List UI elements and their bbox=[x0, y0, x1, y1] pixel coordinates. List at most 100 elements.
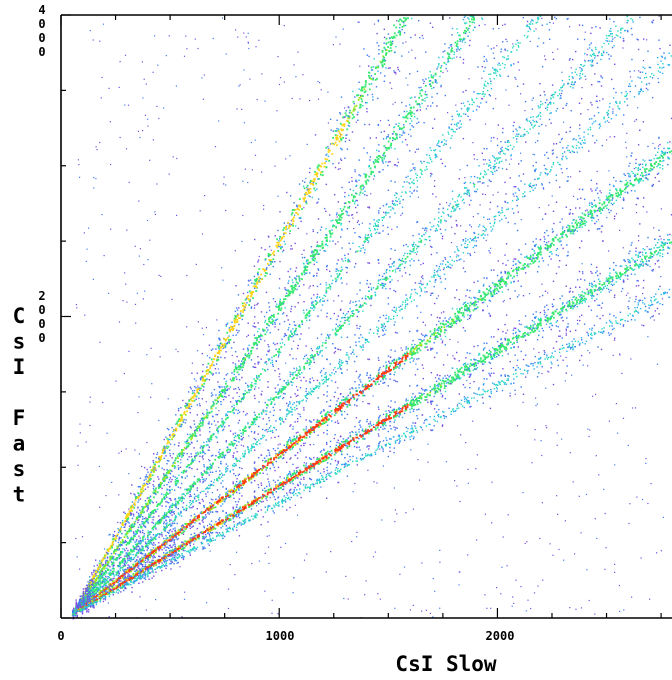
density-point bbox=[341, 300, 343, 302]
density-point bbox=[544, 55, 546, 57]
density-point bbox=[234, 440, 237, 442]
density-point bbox=[424, 100, 426, 102]
density-point bbox=[348, 201, 351, 204]
density-point bbox=[235, 367, 237, 370]
density-point bbox=[158, 478, 160, 480]
density-point bbox=[116, 535, 118, 537]
density-point bbox=[341, 186, 343, 189]
density-point bbox=[152, 484, 154, 486]
density-point bbox=[494, 68, 497, 70]
density-point bbox=[306, 187, 309, 190]
density-point bbox=[504, 23, 506, 26]
density-point bbox=[442, 268, 445, 271]
density-point bbox=[239, 310, 242, 312]
density-point bbox=[202, 364, 204, 366]
density-point bbox=[476, 539, 478, 541]
density-point bbox=[446, 52, 449, 55]
density-point bbox=[146, 476, 149, 478]
density-point bbox=[495, 70, 497, 72]
density-point bbox=[549, 38, 551, 40]
density-point bbox=[263, 268, 266, 271]
density-point bbox=[248, 304, 251, 306]
density-point bbox=[104, 560, 107, 562]
density-point bbox=[293, 64, 295, 66]
density-point bbox=[449, 44, 451, 46]
density-point bbox=[377, 70, 379, 72]
density-point bbox=[212, 348, 214, 350]
density-point bbox=[184, 591, 186, 593]
density-point bbox=[311, 304, 313, 307]
density-point bbox=[93, 569, 95, 571]
density-point bbox=[294, 306, 296, 308]
density-point bbox=[277, 444, 279, 446]
density-point bbox=[279, 260, 281, 263]
density-point bbox=[102, 401, 104, 404]
density-point bbox=[290, 331, 292, 333]
density-point bbox=[139, 524, 141, 526]
density-point bbox=[490, 82, 492, 85]
density-point bbox=[101, 558, 104, 561]
density-point bbox=[599, 100, 601, 102]
density-point bbox=[383, 153, 385, 155]
density-point bbox=[278, 350, 281, 353]
density-point bbox=[349, 109, 351, 112]
density-point bbox=[421, 173, 423, 176]
density-point bbox=[606, 37, 608, 39]
density-point bbox=[506, 50, 509, 52]
density-point bbox=[486, 82, 489, 84]
density-point bbox=[455, 45, 458, 47]
density-point bbox=[213, 420, 216, 422]
density-point bbox=[234, 319, 237, 321]
density-point bbox=[181, 454, 184, 457]
density-point bbox=[195, 452, 197, 454]
density-point bbox=[258, 279, 261, 281]
density-point bbox=[612, 38, 614, 40]
density-point bbox=[326, 264, 328, 267]
density-point bbox=[201, 424, 204, 427]
density-point bbox=[158, 117, 160, 120]
density-point bbox=[305, 272, 307, 274]
density-point bbox=[450, 43, 453, 46]
density-point bbox=[189, 407, 191, 410]
density-point bbox=[306, 553, 308, 555]
density-point bbox=[284, 333, 286, 335]
density-point bbox=[260, 278, 263, 281]
density-point bbox=[202, 334, 205, 336]
density-point bbox=[334, 277, 337, 280]
density-point bbox=[93, 574, 96, 577]
density-point bbox=[346, 267, 348, 269]
density-point bbox=[292, 426, 294, 428]
density-point bbox=[124, 104, 126, 106]
density-point bbox=[339, 122, 342, 125]
density-point bbox=[363, 252, 366, 254]
density-point bbox=[293, 286, 296, 289]
density-point bbox=[388, 50, 391, 52]
density-point bbox=[96, 569, 98, 571]
density-point bbox=[393, 126, 395, 129]
density-point bbox=[419, 237, 421, 240]
density-point bbox=[435, 80, 437, 83]
density-point bbox=[541, 17, 543, 19]
density-point bbox=[155, 493, 157, 496]
density-point bbox=[526, 24, 528, 26]
density-point bbox=[533, 592, 536, 594]
density-point bbox=[93, 577, 95, 580]
density-point bbox=[506, 329, 509, 331]
density-point bbox=[244, 353, 247, 356]
density-point bbox=[126, 229, 128, 231]
density-point bbox=[247, 41, 249, 43]
density-point bbox=[437, 295, 440, 297]
density-point bbox=[462, 58, 465, 61]
density-point bbox=[382, 65, 384, 67]
density-point bbox=[396, 513, 398, 515]
density-point bbox=[193, 420, 195, 422]
density-point bbox=[377, 221, 379, 223]
density-point bbox=[523, 34, 526, 37]
density-point bbox=[364, 90, 367, 93]
density-point bbox=[247, 279, 250, 282]
density-point bbox=[445, 143, 447, 145]
density-point bbox=[199, 389, 201, 392]
density-point bbox=[382, 59, 385, 61]
density-point bbox=[94, 569, 96, 572]
density-point bbox=[205, 372, 208, 375]
